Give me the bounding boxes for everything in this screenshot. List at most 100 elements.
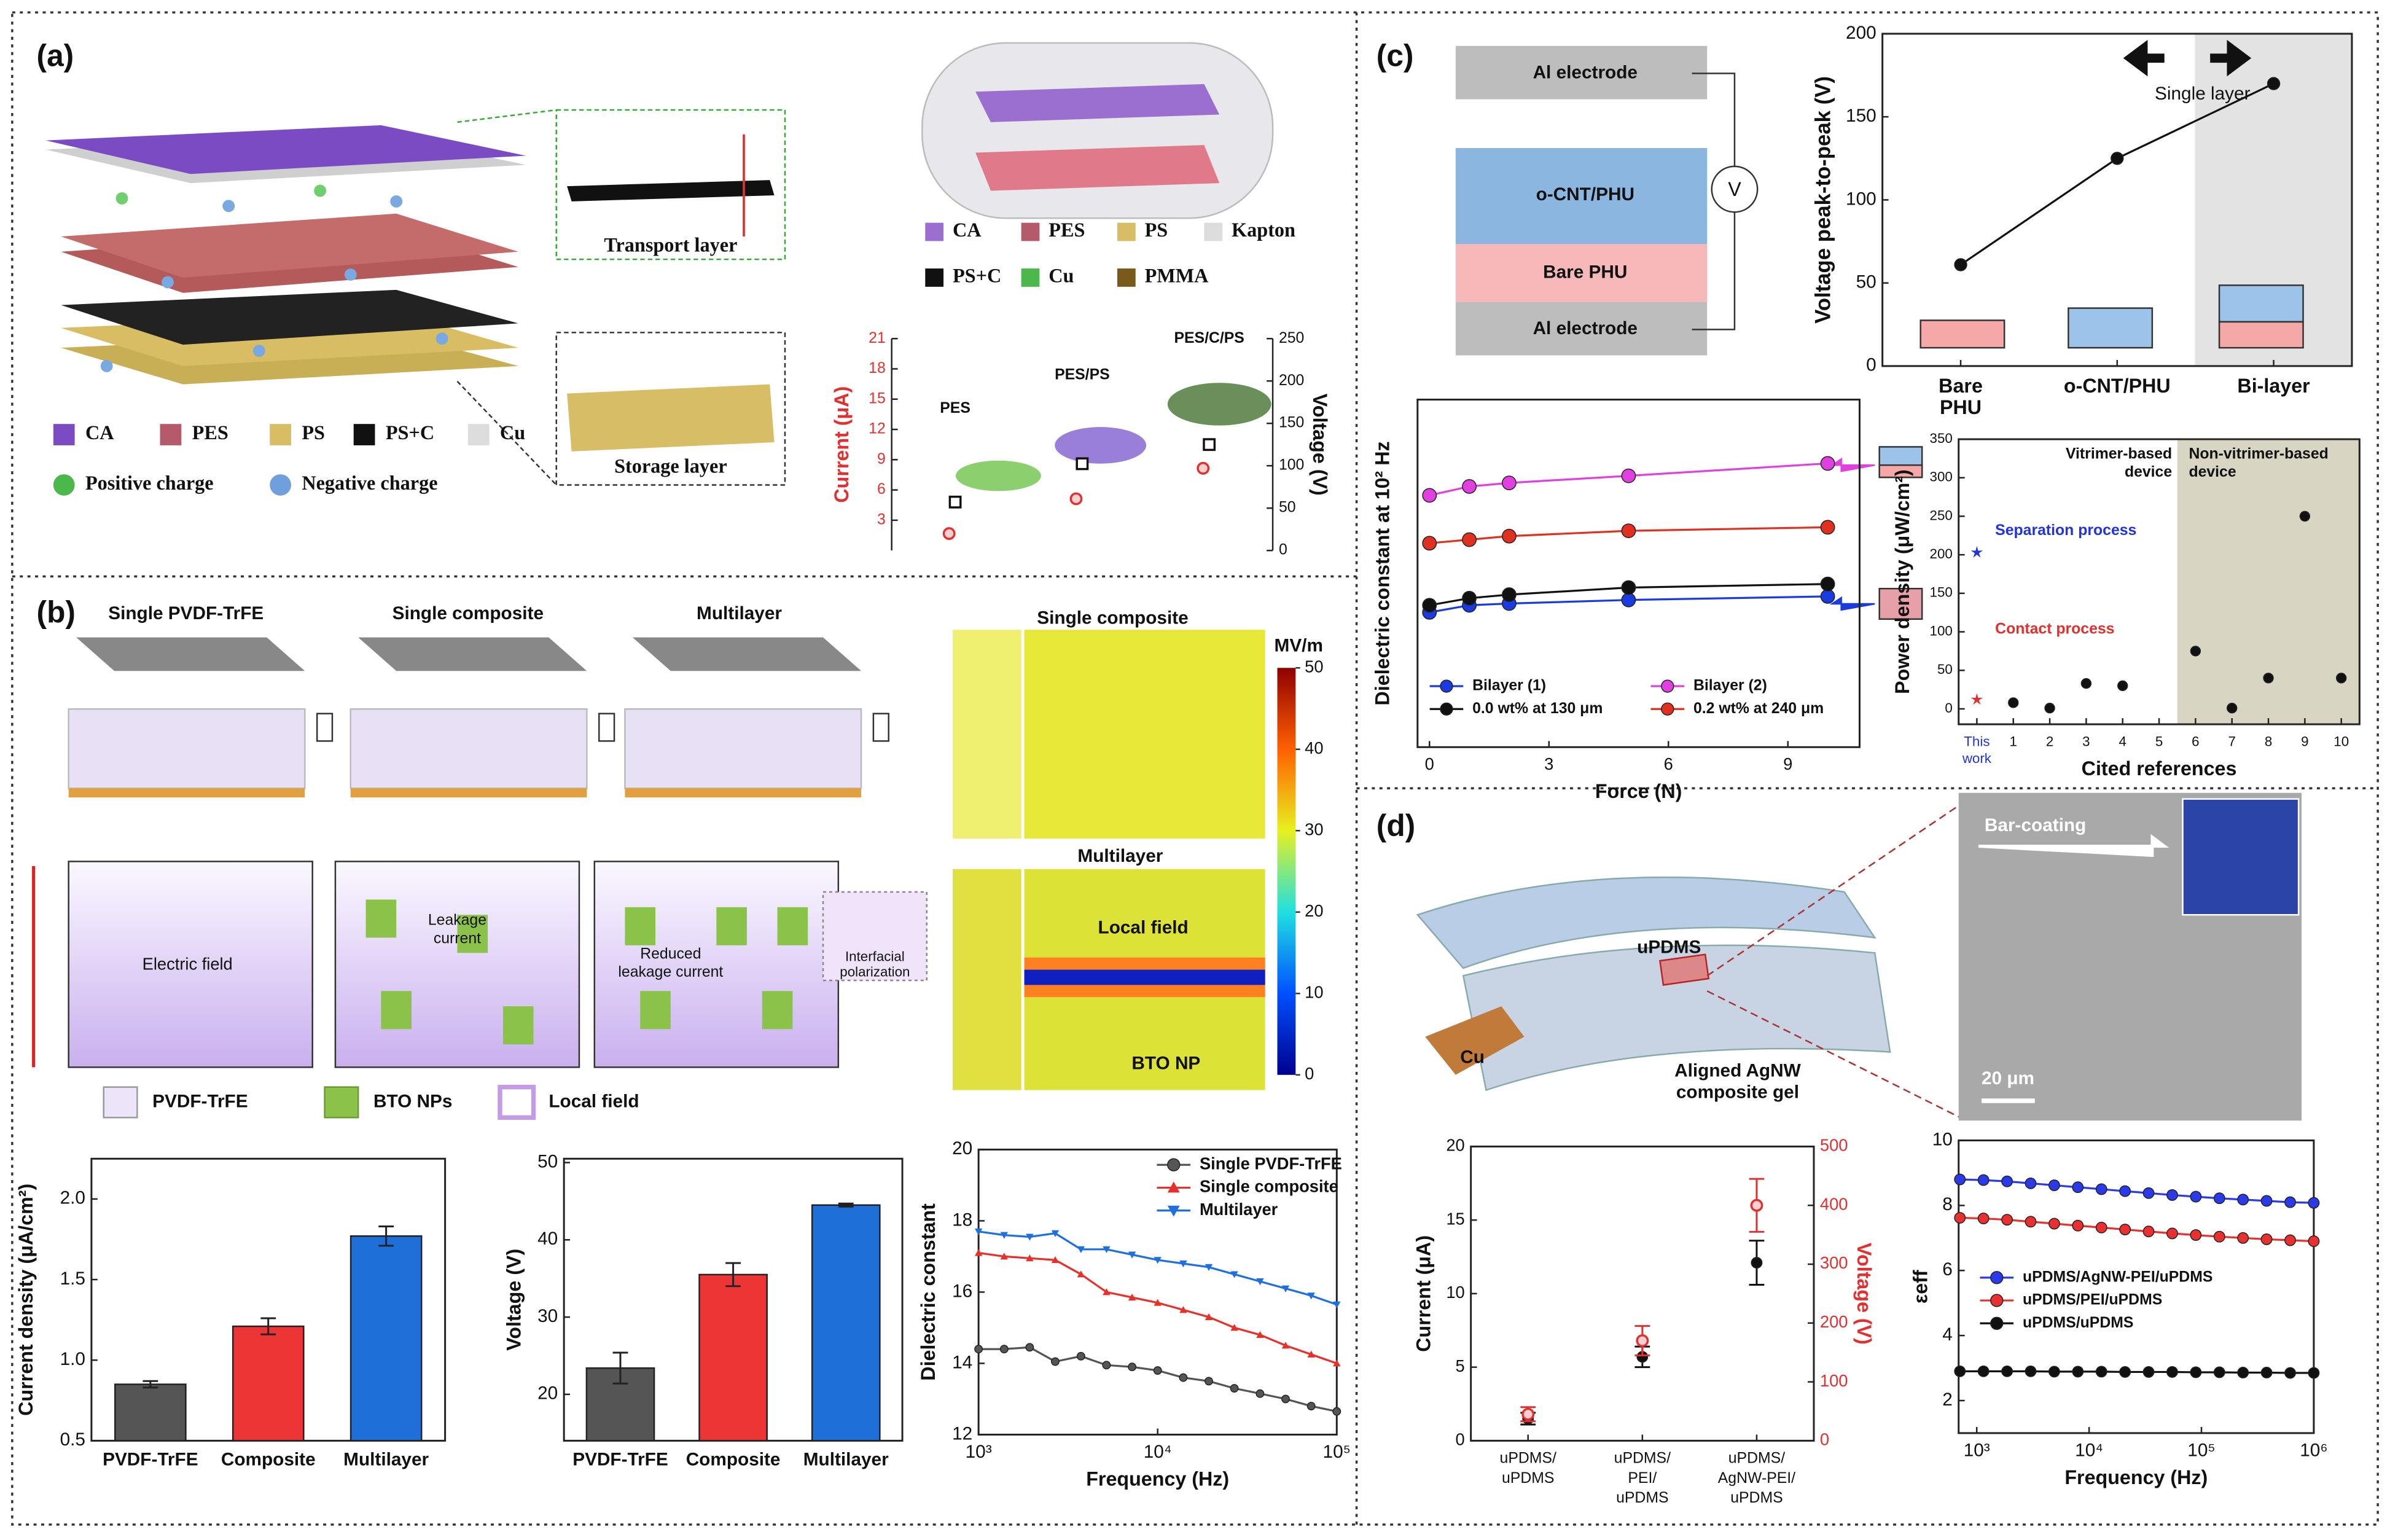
arrow [2210,39,2252,77]
x-tick-label: 3 [1544,754,1553,773]
x-tick-label: 10³ [966,1442,992,1462]
y2-tick-label: 150 [1279,415,1304,431]
y-tick-label: 3 [877,511,886,528]
y2-tick-label: 400 [1820,1194,1848,1213]
y2-axis-label: Voltage (V) [1309,394,1331,496]
data-point [1502,475,1517,491]
data-point [1954,1365,1966,1377]
data-point [2095,1366,2107,1378]
note: Single layer [2155,84,2251,104]
note: Electric field [143,954,233,973]
error-bar [143,1380,158,1389]
region-label: device [2189,464,2236,480]
series-line [1959,1178,2314,1204]
y-tick-label: 0 [1945,700,1952,716]
storage-layer [567,384,775,451]
data-point [1970,546,1983,558]
capsule-layer [975,84,1220,122]
y-tick-label: 250 [1930,507,1953,523]
legend-label: PS+C [386,421,434,444]
data-point [1205,1264,1213,1272]
x-tick-label: 5 [2155,734,2163,749]
y-tick-label: 2.0 [60,1188,85,1208]
y-tick-label: 6 [877,481,886,498]
data-point [1954,1173,1966,1186]
data-point [1970,693,1983,705]
note: Leakage [428,912,486,929]
y-tick-label: 10 [1446,1283,1464,1302]
data-point [2095,1221,2107,1233]
data-point [1205,1377,1213,1386]
y-axis-label: Current (μA) [1413,1235,1435,1352]
data-point [1820,576,1835,592]
legend-label: Kapton [1232,219,1295,241]
bar [698,1273,768,1442]
y-tick-label: 1.0 [60,1349,85,1369]
y-tick-label: 5 [1456,1356,1465,1375]
y-tick-label: 14 [952,1352,972,1372]
x-tick-label: uPDMS/ [1728,1450,1785,1467]
data-point [1154,1299,1162,1306]
y-tick-label: 0 [1456,1430,1465,1449]
y-tick-label: 20 [952,1138,972,1159]
data-point [2048,1218,2060,1230]
legend-marker [1440,702,1453,716]
data-point [2213,1366,2225,1378]
scheme-bar [2218,321,2304,349]
annotation: Separation process [1995,522,2136,539]
x-tick-label: 10³ [1964,1440,1990,1461]
x-tick-label: PVDF-TrFE [103,1449,198,1469]
data-point [1820,589,1835,604]
data-point [1179,1306,1187,1313]
panel-label: (d) [1377,808,1415,843]
y-axis-label: εeff [1910,1270,1932,1304]
data-point [2237,1367,2249,1378]
data-point [2308,1197,2320,1209]
data-point [1256,1278,1264,1286]
colorbar-label: 30 [1305,819,1323,838]
x-tick-label: Multilayer [803,1449,889,1469]
x-axis-label: Frequency (Hz) [2064,1466,2208,1488]
capsule [921,42,1274,219]
data-point [2095,1183,2107,1195]
device-label: uPDMS [1637,937,1701,958]
pile [1167,383,1271,426]
note: Interfacial [845,949,905,964]
data-point [1051,1357,1060,1366]
x-tick-label: This [1964,734,1990,749]
y2-tick-label: 200 [1279,372,1304,389]
legend-label: PES [192,421,228,444]
note: polarization [840,964,910,979]
y-tick-label: 100 [1846,189,1876,209]
callout-label: Transport layer [604,234,737,256]
x-tick-label: 8 [2265,734,2272,749]
data-point [2190,1366,2202,1378]
fft-inset [2182,798,2300,916]
error-bar [612,1351,628,1385]
data-point [1621,580,1636,595]
y-tick-label: 200 [1930,546,1953,561]
voltmeter-label: V [1728,178,1741,200]
y-tick-label: 50 [1856,272,1876,292]
x-tick-label: 1 [2010,734,2017,749]
y-tick-label: 21 [869,330,886,346]
region-label: Vitrimer-based [2066,445,2172,462]
arrow [1978,834,2169,858]
scheme-icon [1878,587,1923,620]
y-tick-label: 100 [1930,623,1953,638]
data-point [1069,492,1083,506]
x-tick-label: 10 [2333,734,2349,749]
data-point [1051,1256,1060,1264]
data-point [2072,1181,2084,1194]
y-tick-label: 20 [1446,1136,1464,1155]
legend-label: 0.2 wt% at 240 μm [1693,700,1824,717]
y2-tick-label: 0 [1279,542,1287,558]
data-point [1179,1373,1188,1382]
legend-marker [1990,1316,2004,1330]
layer-legend: CA PES PS PS+C Cu Positive charge Negati… [53,421,525,496]
y2-tick-label: 500 [1820,1136,1848,1155]
scheme-title: Single PVDF-TrFE [108,603,264,623]
y2-tick-label: 100 [1820,1371,1848,1390]
scheme-title: Single composite [392,603,544,623]
y2-tick-label: 0 [1820,1430,1829,1449]
